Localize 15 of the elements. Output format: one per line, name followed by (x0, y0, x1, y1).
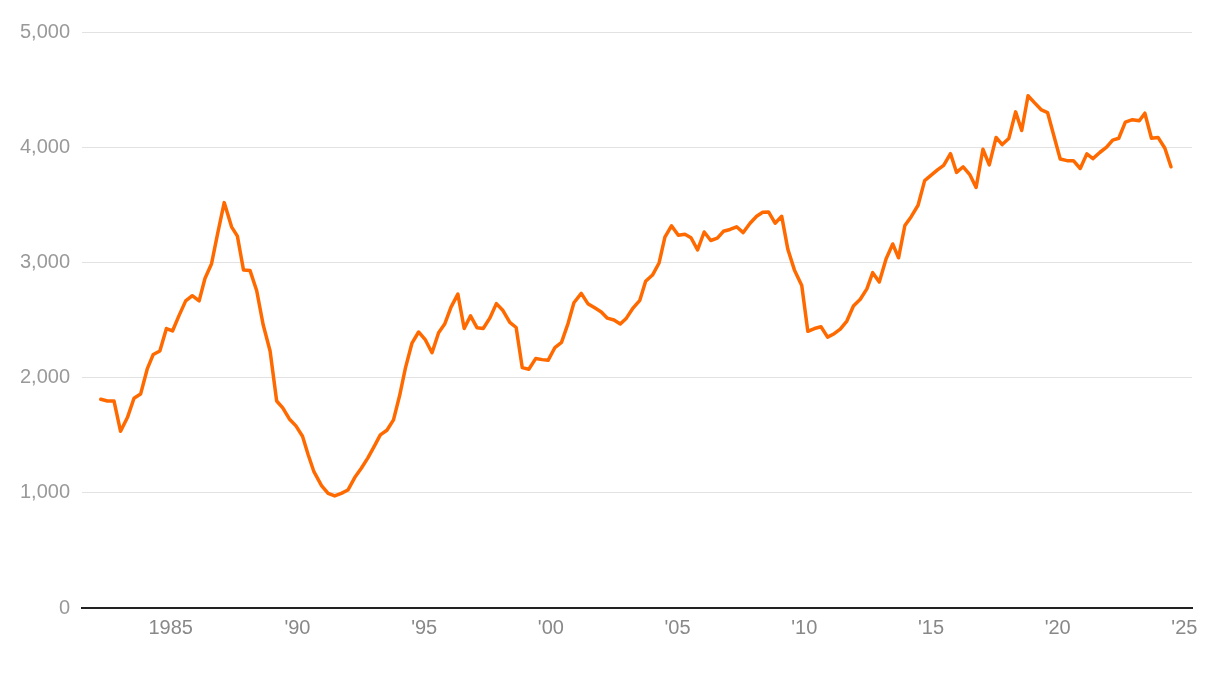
x-tick-label: '90 (284, 615, 311, 638)
y-tick-label: 4,000 (19, 134, 71, 157)
y-tick-label: 0 (58, 595, 71, 618)
y-tick-label: 5,000 (19, 19, 71, 42)
x-tick-label: '10 (791, 615, 818, 638)
x-tick-label: '15 (917, 615, 945, 638)
y-tick-label: 1,000 (19, 480, 71, 503)
x-tick-label: '25 (1171, 615, 1198, 638)
x-tick-label: '00 (537, 615, 564, 638)
x-tick-label: 1985 (148, 615, 193, 638)
x-tick-label: '95 (411, 615, 438, 638)
y-tick-label: 3,000 (19, 249, 71, 272)
x-tick-label: '20 (1044, 615, 1071, 638)
y-tick-label: 2,000 (19, 365, 71, 388)
x-tick-label: '05 (664, 615, 691, 638)
